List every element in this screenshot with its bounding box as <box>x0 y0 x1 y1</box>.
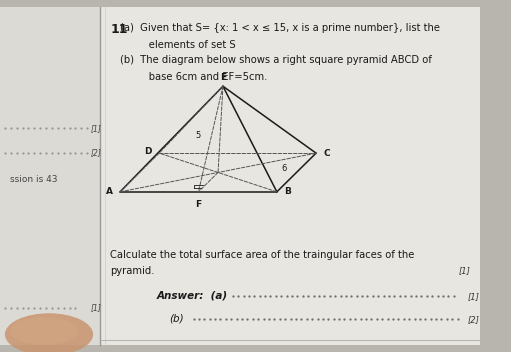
Text: 11: 11 <box>110 23 128 36</box>
Text: [1]: [1] <box>90 124 102 133</box>
FancyBboxPatch shape <box>0 7 103 345</box>
Ellipse shape <box>5 313 93 352</box>
Text: [1]: [1] <box>90 303 102 313</box>
Text: 5: 5 <box>196 131 201 140</box>
Text: elements of set S: elements of set S <box>130 40 236 50</box>
Text: A: A <box>106 187 113 196</box>
Text: ssion is 43: ssion is 43 <box>10 175 57 184</box>
Text: E: E <box>220 73 226 82</box>
Text: [1]: [1] <box>468 292 480 301</box>
Text: [1]: [1] <box>458 266 471 275</box>
Text: C: C <box>323 149 330 158</box>
Text: (b)  The diagram below shows a right square pyramid ABCD of: (b) The diagram below shows a right squa… <box>120 55 432 64</box>
Text: Calculate the total surface area of the traingular faces of the: Calculate the total surface area of the … <box>110 250 414 260</box>
Text: Answer:  (a): Answer: (a) <box>157 290 228 300</box>
Text: base 6cm and EF=5cm.: base 6cm and EF=5cm. <box>130 72 267 82</box>
Ellipse shape <box>10 317 78 345</box>
FancyBboxPatch shape <box>101 7 480 345</box>
Text: [2]: [2] <box>468 315 480 324</box>
Text: 6: 6 <box>282 164 287 174</box>
Text: [2]: [2] <box>90 149 102 158</box>
Text: pyramid.: pyramid. <box>110 266 155 276</box>
Text: D: D <box>145 147 152 156</box>
Text: (b): (b) <box>169 313 183 323</box>
Text: F: F <box>195 200 201 209</box>
Text: (a)  Given that S= {x: 1 < x ≤ 15, x is a prime number}, list the: (a) Given that S= {x: 1 < x ≤ 15, x is a… <box>120 23 440 33</box>
Text: B: B <box>284 187 291 196</box>
